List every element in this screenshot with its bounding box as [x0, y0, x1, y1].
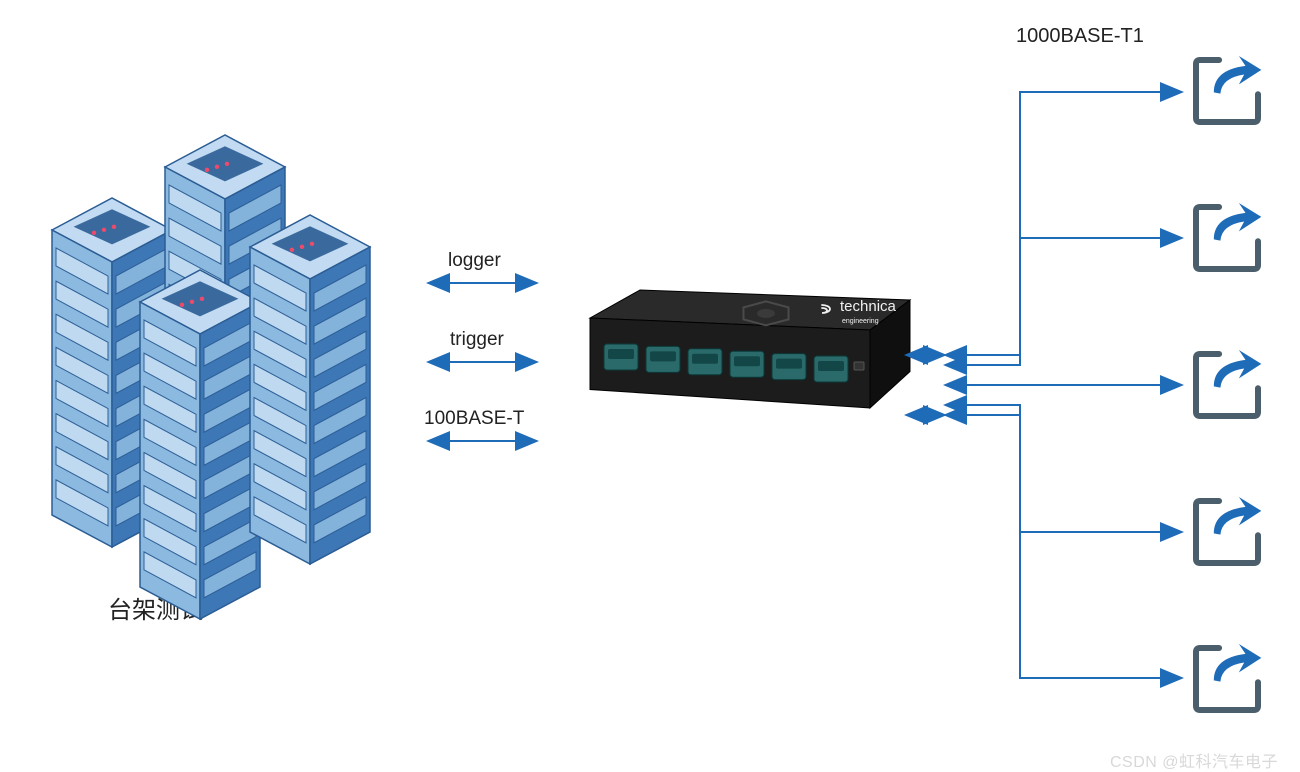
server-rack-2: [140, 270, 260, 619]
share-icons: [1196, 56, 1261, 710]
right-branches: [908, 92, 1180, 678]
device-brand-sub: engineering: [842, 318, 879, 325]
network-device: technica engineering: [590, 290, 910, 408]
diagram-canvas: technica engineering: [0, 0, 1300, 772]
branch-line-4: [947, 415, 1180, 678]
server-cluster: [52, 135, 370, 619]
device-brand: technica: [840, 298, 897, 315]
share-icon-0: [1196, 56, 1261, 122]
server-rack-3: [250, 215, 370, 564]
branch-line-3: [947, 405, 1180, 532]
branch-line-0: [947, 92, 1180, 355]
share-icon-3: [1196, 497, 1261, 563]
share-icon-1: [1196, 203, 1261, 269]
branch-line-1: [947, 238, 1180, 365]
share-icon-4: [1196, 644, 1261, 710]
left-arrows: [430, 283, 535, 441]
share-icon-2: [1196, 350, 1261, 416]
